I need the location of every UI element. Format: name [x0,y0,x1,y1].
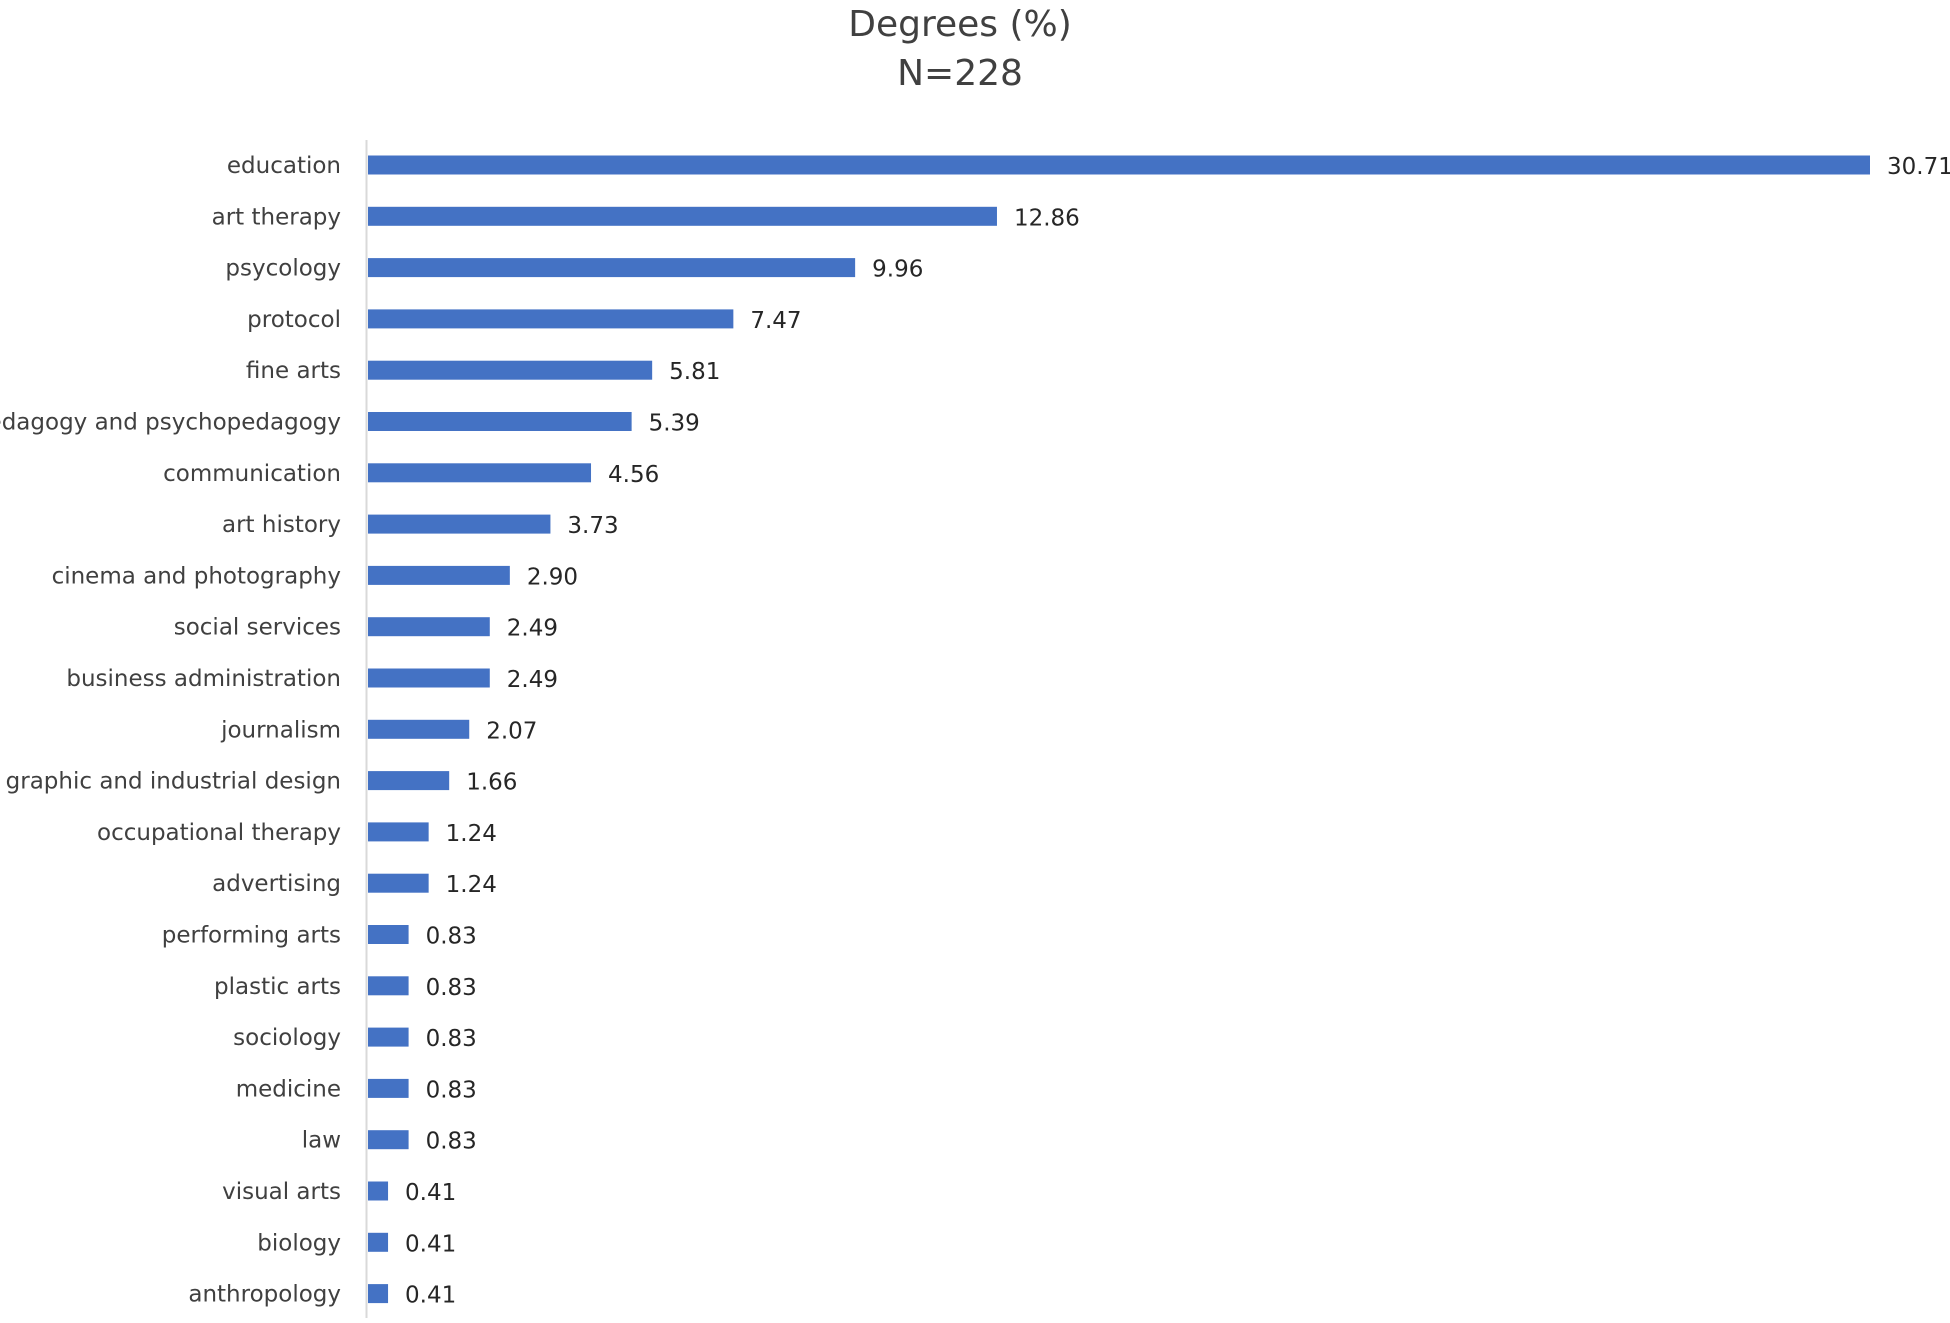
value-label: 2.49 [507,616,558,642]
category-label: advertising [212,871,341,897]
bar [368,668,490,688]
bar [368,771,450,791]
category-label: graphic and industrial design [6,769,341,795]
value-label: 0.83 [426,1077,477,1103]
value-label: 30.71 [1887,154,1950,180]
bar [368,1078,409,1098]
category-label: fine arts [246,358,341,384]
category-label: performing arts [162,923,341,949]
chart-title: Degrees (%) [848,4,1072,45]
bar [368,719,470,739]
category-label: art history [222,512,341,538]
bar [368,155,1870,175]
bar [368,1181,389,1201]
value-label: 9.96 [872,257,923,283]
value-label: 2.49 [507,667,558,693]
bar [368,925,409,944]
bar [368,1130,409,1150]
bar [368,822,429,842]
value-label: 12.86 [1014,205,1080,231]
value-label: 4.56 [608,462,659,488]
category-label: visual arts [222,1179,341,1205]
bar [368,463,592,483]
bar [368,206,997,226]
value-label: 0.83 [426,1129,477,1155]
category-label: plastic arts [214,974,341,1000]
value-label: 0.41 [405,1180,456,1206]
bar [368,617,490,637]
category-label: law [302,1128,341,1154]
category-label: occupational therapy [97,820,341,846]
value-label: 2.90 [527,564,578,590]
value-label: 0.83 [426,1026,477,1052]
chart-subtitle: N=228 [897,53,1023,94]
category-label: education [227,153,341,179]
bar [368,976,409,996]
value-label: 5.39 [649,411,700,437]
category-label: art therapy [212,204,341,230]
bar [368,1284,389,1304]
category-label: biology [257,1230,341,1256]
category-label: anthropology [188,1282,341,1308]
value-label: 0.41 [405,1231,456,1257]
value-label: 3.73 [567,513,618,539]
bar [368,309,734,329]
bars-group: education 30.71 art therapy 12.86 psycology 9… [0,153,1950,1309]
category-label: pedagogy and psychopedagogy [0,410,341,436]
value-label: 7.47 [750,308,801,334]
bar [368,1027,409,1047]
category-label: cinema and photography [52,563,341,589]
category-label: protocol [247,307,341,333]
bar [368,412,632,431]
category-label: sociology [233,1025,341,1051]
bar [368,258,856,278]
bar [368,1232,389,1252]
category-label: communication [163,461,341,487]
value-label: 5.81 [669,359,720,385]
value-label: 0.83 [426,924,477,950]
category-label: journalism [220,717,341,743]
value-label: 1.66 [466,770,517,796]
value-label: 1.24 [446,872,497,898]
value-label: 0.41 [405,1283,456,1309]
bar [368,360,653,380]
value-label: 2.07 [486,718,537,744]
category-label: business administration [66,666,341,692]
bar [368,514,551,534]
bar [368,873,429,893]
value-label: 0.83 [426,975,477,1001]
bar [368,565,510,585]
category-label: medicine [236,1076,341,1102]
category-label: social services [174,615,341,641]
category-label: psycology [225,256,341,282]
value-label: 1.24 [446,821,497,847]
